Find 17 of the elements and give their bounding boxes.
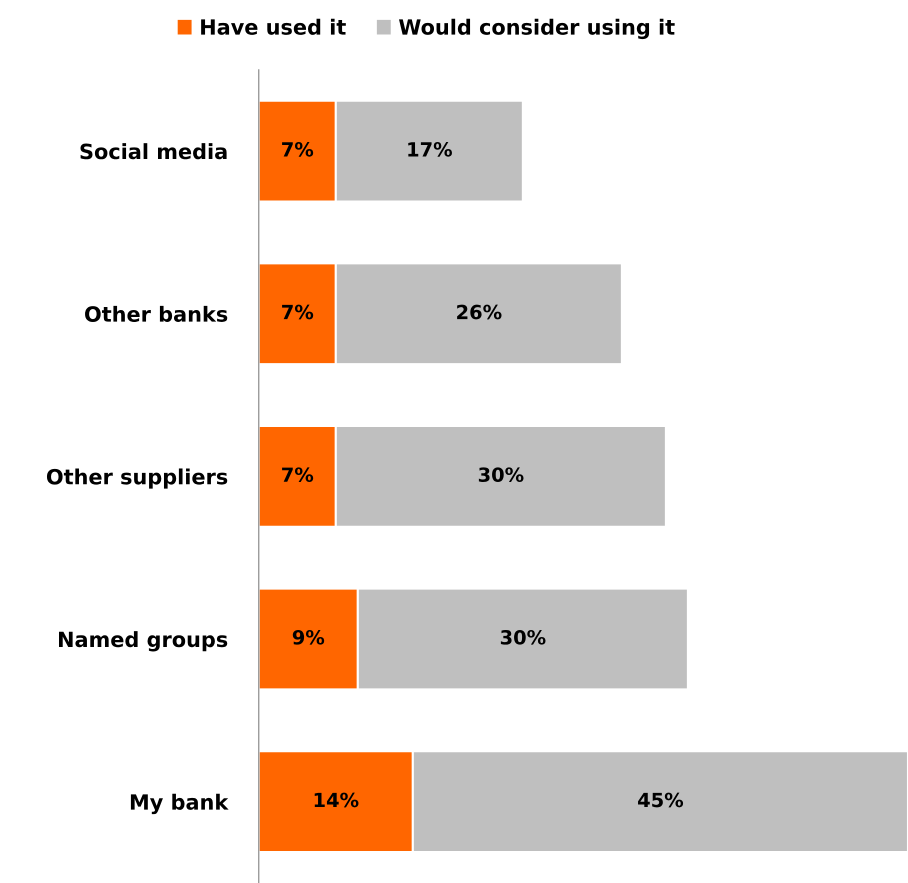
data-label: 30% <box>500 630 546 645</box>
data-label: 14% <box>314 792 358 808</box>
y-tick-label: Named groups <box>59 631 228 652</box>
data-label: 45% <box>638 792 684 808</box>
legend-label: Would consider using it <box>399 18 675 40</box>
data-label: 26% <box>457 304 502 320</box>
data-label: 17% <box>408 142 452 157</box>
data-label: 7% <box>282 304 314 320</box>
data-label: 30% <box>478 467 524 482</box>
data-label: 9% <box>292 630 324 645</box>
y-tick-label: Social media <box>80 143 227 160</box>
data-label: 7% <box>282 467 314 482</box>
y-tick-label: My bank <box>130 794 229 814</box>
y-tick-label: Other suppliers <box>46 468 228 489</box>
y-tick-label: Other banks <box>85 306 228 322</box>
data-label: 7% <box>282 142 314 157</box>
legend-label: Have used it <box>201 18 346 35</box>
